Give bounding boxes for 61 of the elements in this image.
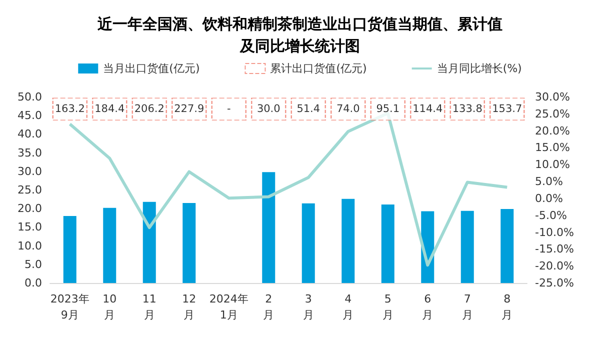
text: 74.0 (336, 103, 360, 116)
y-tick-label: 5.0 (24, 258, 42, 271)
x-tick-label: 5 月 (382, 292, 394, 322)
text: 114.4 (412, 103, 443, 116)
y2-tick-label: 20.0% (535, 124, 570, 138)
x-tick-label: 8 月 (502, 292, 513, 322)
bar (262, 172, 276, 283)
bar (342, 198, 355, 283)
y-tick-label: 20.0 (18, 202, 42, 216)
y-tick-label: 50.0 (18, 90, 42, 104)
y2-tick-label: 10.0% (535, 158, 570, 172)
y-tick-label: 35.0 (18, 146, 42, 160)
bar (182, 203, 196, 283)
y-tick-label: 30.0 (18, 164, 42, 178)
y2-tick-label: 0.0% (535, 192, 563, 205)
bar (500, 208, 514, 283)
x-tick-label: 3 月 (302, 292, 314, 322)
text: 184.4 (94, 103, 125, 116)
legend-label: 当月出口货值(亿元) (103, 62, 200, 75)
bar (460, 210, 474, 283)
text: 51.4 (296, 103, 320, 116)
y2-tick-label: -25.0% (535, 276, 574, 290)
text: 30.0 (256, 103, 280, 116)
y-tick-label: 10.0 (18, 239, 42, 252)
text: 153.7 (492, 103, 522, 116)
x-tick-label: 2 月 (263, 292, 274, 322)
chart-title: 近一年全国酒、饮料和精制茶制造业出口货值当期值、累计值及同比增长统计图 (96, 15, 502, 55)
y2-tick-label: -5.0% (535, 208, 567, 222)
legend-label: 累计出口货值(亿元) (270, 62, 367, 75)
x-tick-label: 10 月 (102, 292, 117, 322)
bar (103, 208, 116, 283)
x-tick-label: 7 月 (462, 292, 473, 322)
bar (63, 216, 76, 283)
bar (381, 204, 394, 283)
x-tick-label: 2023年 9月 (50, 292, 90, 322)
y-tick-label: 25.0 (18, 184, 42, 196)
y-tick-label: 15.0 (18, 220, 42, 234)
y2-tick-label: -10.0% (535, 226, 574, 239)
bar (302, 203, 315, 283)
x-tick-label: 4 月 (342, 292, 354, 322)
y2-tick-label: -20.0% (535, 260, 574, 273)
text: 206.2 (134, 103, 164, 116)
y2-tick-label: 25.0% (535, 107, 570, 120)
y-tick-label: 45.0 (18, 109, 42, 122)
bar (142, 202, 156, 283)
text: 133.8 (452, 103, 482, 116)
text: 163.2 (54, 103, 85, 116)
y2-tick-label: 5.0% (535, 175, 563, 188)
legend-label: 当月同比增长(%) (436, 62, 522, 75)
x-tick-label: 12 月 (182, 292, 196, 322)
x-tick-label: 6 月 (422, 292, 434, 322)
y2-tick-label: -15.0% (535, 242, 574, 256)
x-tick-label: 11 月 (142, 292, 156, 322)
y2-tick-label: 30.0% (535, 90, 570, 104)
y-tick-label: 0.0 (24, 276, 42, 290)
text: 227.9 (174, 103, 204, 116)
y-tick-label: 40.0 (18, 128, 42, 141)
x-tick-label: 2024年 1月 (209, 292, 248, 322)
y2-tick-label: 15.0% (535, 141, 570, 154)
text: 95.1 (376, 103, 400, 116)
text: - (226, 103, 231, 116)
